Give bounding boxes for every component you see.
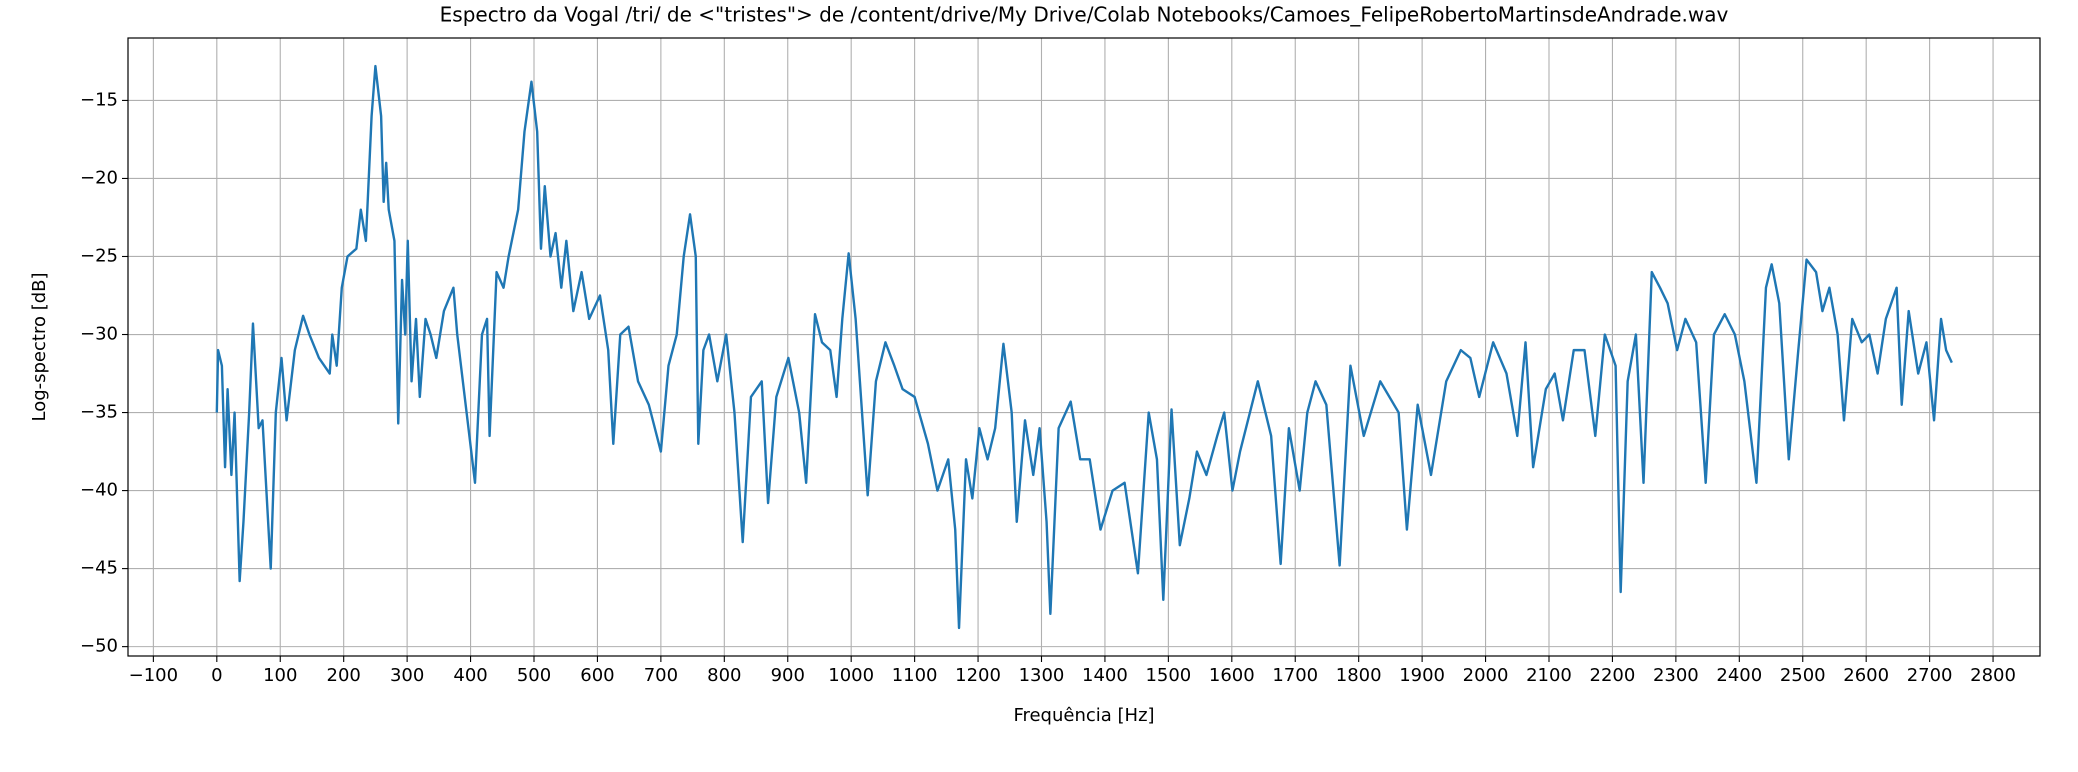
x-tick-label: 500 [517,665,551,686]
spectrum-line [215,64,1953,630]
x-tick-label: 2400 [1716,665,1762,686]
x-tick-label: 2300 [1653,665,1699,686]
y-tick-label: −50 [80,636,118,657]
x-tick-label: 1100 [892,665,938,686]
x-tick-label: 1000 [828,665,874,686]
x-tick-label: 300 [390,665,424,686]
y-tick-label: −25 [80,245,118,266]
chart-title: Espectro da Vogal /tri/ de <"tristes"> d… [440,3,1729,27]
x-tick-label: 700 [644,665,678,686]
x-tick-label: 600 [580,665,614,686]
x-tick-label: 1500 [1145,665,1191,686]
y-tick-label: −20 [80,167,118,188]
x-tick-label: 2700 [1907,665,1953,686]
x-tick-label: 1900 [1399,665,1445,686]
y-tick-label: −40 [80,480,118,501]
x-tick-label: 1700 [1272,665,1318,686]
x-tick-label: −100 [129,665,178,686]
x-tick-label: 1400 [1082,665,1128,686]
x-tick-label: 900 [771,665,805,686]
x-tick-label: 1600 [1209,665,1255,686]
x-tick-label: 2100 [1526,665,1572,686]
y-tick-label: −35 [80,402,118,423]
x-tick-label: 400 [453,665,487,686]
x-tick-label: 1800 [1336,665,1382,686]
x-tick-label: 2000 [1463,665,1509,686]
x-tick-label: 200 [327,665,361,686]
x-tick-label: 800 [707,665,741,686]
x-tick-label: 2500 [1780,665,1826,686]
x-tick-label: 0 [211,665,222,686]
x-axis-label: Frequência [Hz] [1013,705,1154,726]
x-tick-label: 1200 [955,665,1001,686]
plot-frame [127,37,2041,657]
x-tick-label: 100 [263,665,297,686]
x-tick-label: 2200 [1590,665,1636,686]
x-tick-label: 1300 [1019,665,1065,686]
x-tick-label: 2800 [1970,665,2016,686]
y-tick-label: −15 [80,89,118,110]
y-tick-label: −45 [80,558,118,579]
y-axis-label: Log-spectro [dB] [29,272,50,421]
x-tick-label: 2600 [1843,665,1889,686]
y-tick-label: −30 [80,324,118,345]
